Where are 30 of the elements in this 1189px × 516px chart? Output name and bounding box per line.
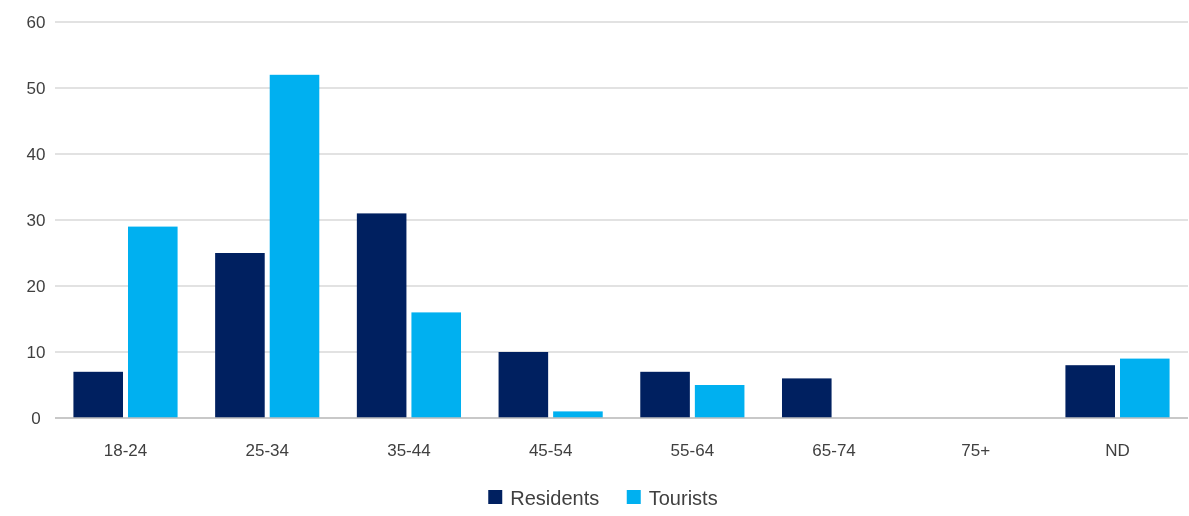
- y-tick-label: 20: [26, 276, 46, 296]
- y-tick-label: 60: [26, 12, 46, 32]
- bar: [694, 385, 745, 418]
- y-tick-label: 50: [26, 78, 46, 98]
- bar: [781, 378, 832, 418]
- bar: [128, 226, 178, 418]
- y-tick-label: 0: [31, 408, 41, 428]
- bar: [73, 371, 123, 418]
- legend-label: Tourists: [648, 487, 718, 509]
- y-tick-label: 30: [26, 210, 46, 230]
- x-tick-label: 45-54: [528, 441, 573, 460]
- bar: [553, 411, 603, 418]
- y-tick-label: 10: [26, 342, 46, 362]
- y-tick-label: 40: [26, 144, 46, 164]
- x-tick-label: 18-24: [103, 441, 148, 460]
- x-tick-label: 35-44: [387, 441, 431, 460]
- bar: [411, 312, 462, 418]
- bar: [215, 253, 265, 418]
- x-tick-label: 65-74: [812, 441, 856, 460]
- x-tick-label: 55-64: [670, 441, 715, 460]
- bar: [269, 74, 320, 418]
- bar: [640, 371, 690, 418]
- bar: [1065, 365, 1115, 418]
- bar: [498, 352, 549, 418]
- x-tick-label: 25-34: [245, 441, 289, 460]
- x-tick-label: 75+: [961, 441, 991, 460]
- bar: [1120, 358, 1170, 418]
- x-tick-label: ND: [1105, 441, 1130, 460]
- bar: [356, 213, 407, 418]
- legend-label: Residents: [510, 487, 600, 509]
